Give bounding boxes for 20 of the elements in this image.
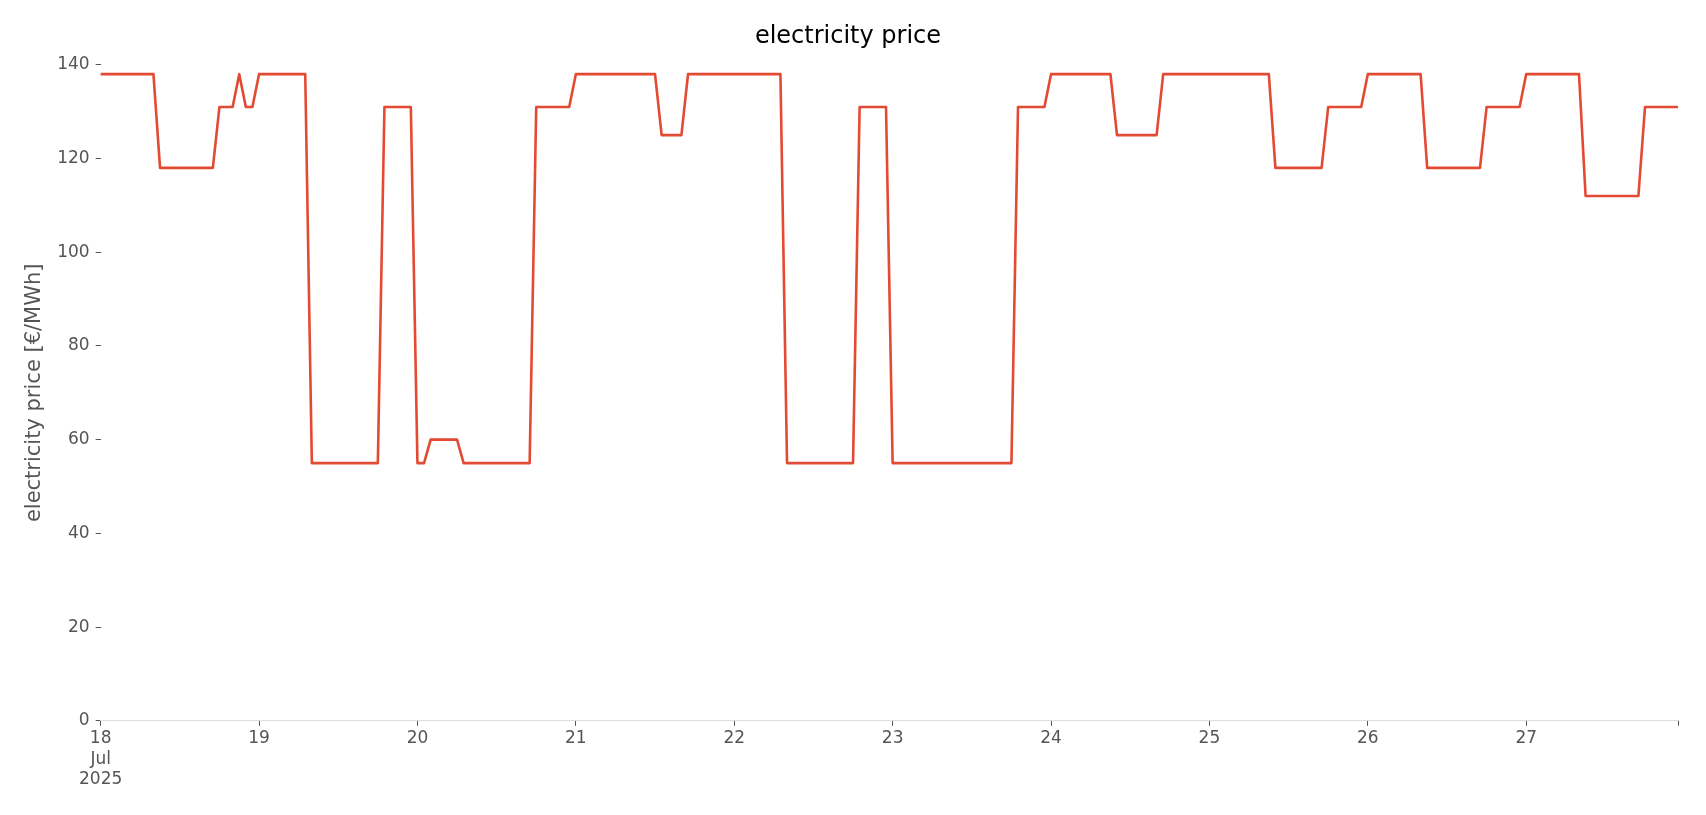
x-tick-label: 19 <box>248 727 270 748</box>
chart-title: electricity price <box>754 20 942 49</box>
y-tick-label: 40 <box>68 521 90 542</box>
y-tick-label: 120 <box>57 146 90 167</box>
x-tick-label: 26 <box>1356 727 1379 748</box>
x-tick-label: 25 <box>1198 727 1221 748</box>
x-tick-label: 23 <box>881 727 904 748</box>
y-axis-title: electricity price [€/MWh] <box>21 263 46 523</box>
y-tick-label: 0 <box>78 709 90 730</box>
x-tick-label: 18 Jul 2025 <box>79 727 123 789</box>
y-tick-label: 20 <box>68 615 90 636</box>
x-tick-label: 20 <box>406 727 429 748</box>
y-tick-label: 80 <box>68 334 90 355</box>
y-tick-label: 140 <box>57 53 90 74</box>
y-tick-label: 60 <box>68 428 90 449</box>
x-tick-label: 24 <box>1040 727 1062 748</box>
x-tick-label: 27 <box>1515 727 1538 748</box>
y-tick-label: 100 <box>57 240 90 261</box>
x-tick-label: 22 <box>723 727 746 748</box>
x-tick-label: 21 <box>565 727 587 748</box>
